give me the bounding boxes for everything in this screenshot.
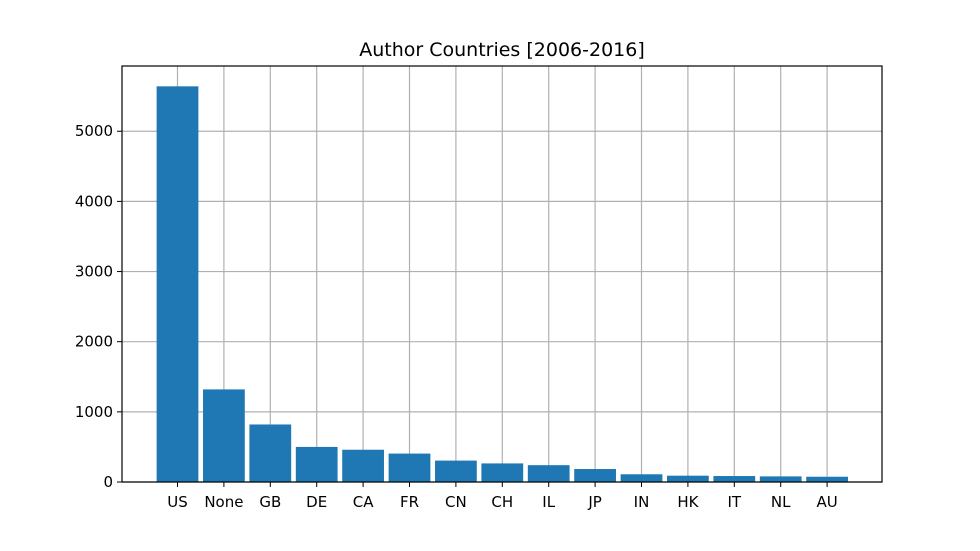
- ticks: 0 1000 2000 3000 4000 5000 US None GB DE CA FR CN CH I…: [75, 122, 838, 511]
- bar-de: [295, 446, 338, 482]
- y-tick-label: 1000: [75, 403, 113, 421]
- bar-hk: [667, 475, 709, 482]
- bar-none: [203, 389, 245, 482]
- x-tick-label-cn: CN: [445, 493, 467, 511]
- grid: [122, 66, 882, 483]
- bar-au: [806, 476, 848, 482]
- bar-nl: [759, 476, 802, 482]
- x-tick-label-de: DE: [306, 493, 327, 511]
- bar-il: [527, 465, 570, 482]
- y-tick-label: 5000: [75, 122, 113, 140]
- y-tick-label: 3000: [75, 263, 113, 281]
- x-tick-label-jp: JP: [587, 493, 601, 511]
- chart-title: Author Countries [2006-2016]: [359, 39, 645, 61]
- bar-us: [156, 86, 199, 482]
- bars: [156, 86, 848, 482]
- x-tick-label-in: IN: [634, 493, 650, 511]
- y-tick-label: 4000: [75, 192, 113, 210]
- y-tick-label: 2000: [75, 333, 113, 351]
- x-tick-label-none: None: [204, 493, 243, 511]
- x-tick-label-il: IL: [542, 493, 555, 511]
- x-tick-label-ca: CA: [353, 493, 374, 511]
- plot-frame: [121, 65, 883, 483]
- x-tick-label-fr: FR: [400, 493, 419, 511]
- bar-fr: [388, 453, 431, 482]
- x-tick-label-it: IT: [728, 493, 742, 511]
- bar-ca: [342, 449, 384, 482]
- x-tick-label-nl: NL: [771, 493, 791, 511]
- x-tick-label-ch: CH: [491, 493, 513, 511]
- x-tick-label-hk: HK: [677, 493, 699, 511]
- bar-in: [620, 474, 663, 482]
- x-tick-label-au: AU: [816, 493, 837, 511]
- bar-gb: [249, 424, 292, 482]
- bar-it: [713, 476, 756, 482]
- x-tick-label-us: US: [167, 493, 188, 511]
- bar-ch: [481, 463, 524, 482]
- y-tick-label: 0: [103, 473, 113, 491]
- bar-cn: [435, 460, 477, 482]
- bar-jp: [574, 469, 616, 482]
- x-tick-label-gb: GB: [259, 493, 281, 511]
